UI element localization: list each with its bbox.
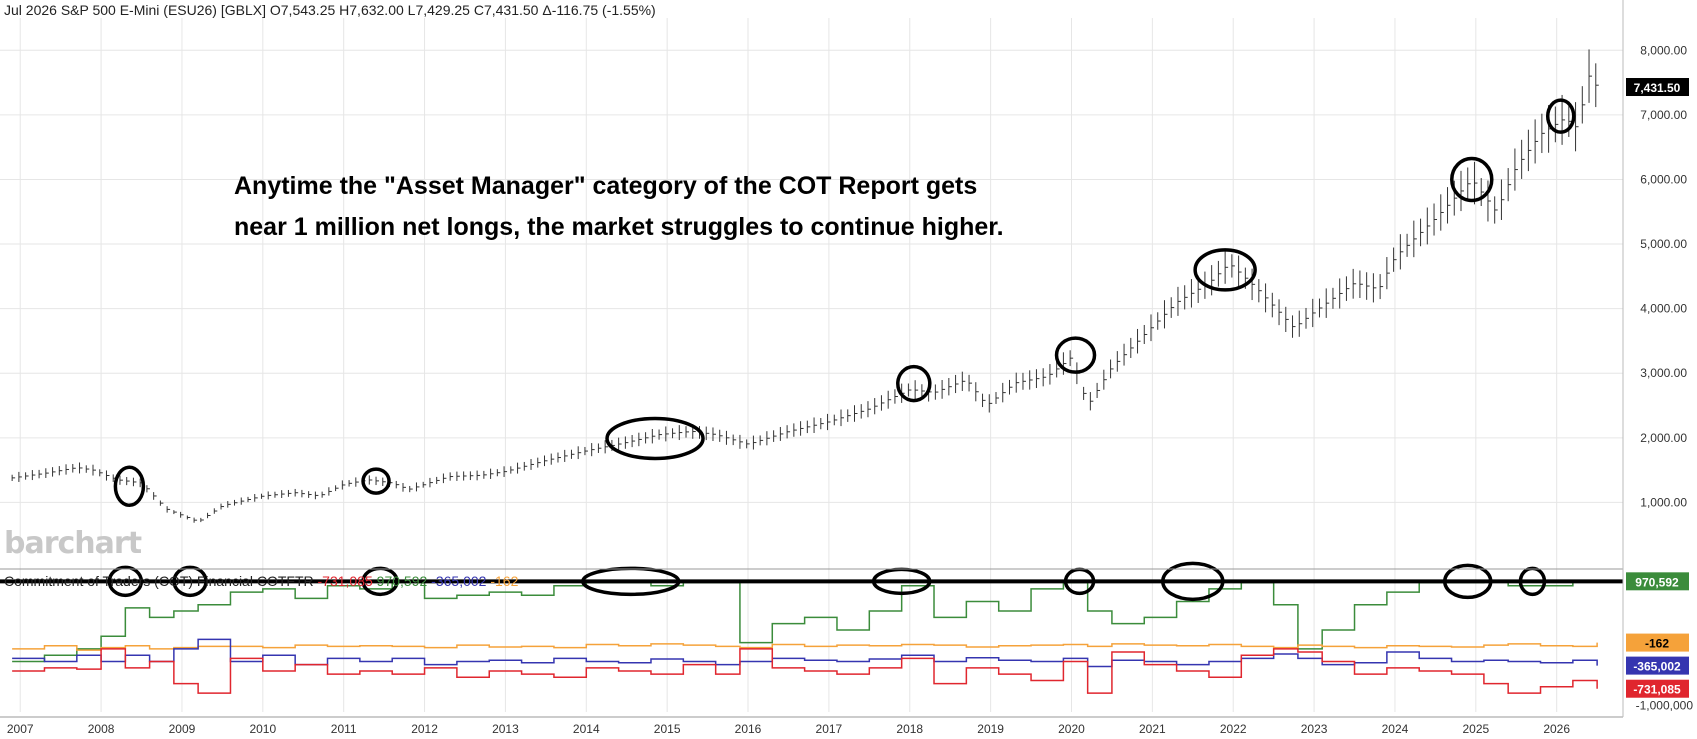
annotation-text: Anytime the "Asset Manager" category of … <box>234 166 1004 248</box>
price-annotation-circle <box>1193 248 1257 292</box>
cot-green-badge <box>1626 572 1689 591</box>
cot-blue-badge <box>1626 656 1689 675</box>
cot-orange-badge-label: -162 <box>1645 637 1669 651</box>
year-tick-label: 2026 <box>1543 722 1570 736</box>
cot-label: Commitment of Traders (COT) Financial CO… <box>4 573 314 589</box>
price-annotation-circle <box>896 364 932 403</box>
cot-green-badge-label: 970,592 <box>1635 575 1679 589</box>
year-tick-label: 2024 <box>1382 722 1409 736</box>
cot-orange-line <box>12 642 1598 651</box>
low-value: L7,429.25 <box>407 2 470 18</box>
close-value: C7,431.50 <box>473 2 539 18</box>
chart-header: Jul 2026 S&P 500 E-Mini (ESU26) [GBLX] O… <box>4 2 656 18</box>
year-tick-label: 2014 <box>573 722 600 736</box>
symbol-title: Jul 2026 S&P 500 E-Mini (ESU26) [GBLX] <box>4 2 266 18</box>
price-series <box>11 49 1599 523</box>
year-tick-label: 2021 <box>1139 722 1166 736</box>
cot-orange-badge <box>1626 633 1689 652</box>
price-tick-label: 5,000.00 <box>1640 237 1687 251</box>
year-tick-label: 2009 <box>169 722 196 736</box>
price-tick-label: 7,000.00 <box>1640 108 1687 122</box>
cot-red-line <box>12 648 1598 694</box>
cot-green-value: 970,592 <box>376 573 428 589</box>
year-tick-label: 2018 <box>896 722 923 736</box>
price-annotation-circle <box>113 465 146 508</box>
price-tick-label: 3,000.00 <box>1640 366 1687 380</box>
cot-tick-label: -1,000,000 <box>1636 699 1694 713</box>
barchart-logo: barchart <box>4 526 142 561</box>
cot-orange-value: -162 <box>490 573 519 589</box>
open-value: O7,543.25 <box>269 2 336 18</box>
price-annotation-circle <box>1545 98 1576 134</box>
price-tick-label: 2,000.00 <box>1640 431 1687 445</box>
last-price-label: 7,431.50 <box>1634 81 1681 95</box>
price-tick-label: 8,000.00 <box>1640 43 1687 57</box>
cot-red-badge <box>1626 679 1689 698</box>
price-tick-label: 1,000.00 <box>1640 495 1687 509</box>
annotation-line-2: near 1 million net longs, the market str… <box>234 213 1004 241</box>
year-tick-label: 2007 <box>7 722 34 736</box>
year-tick-label: 2015 <box>654 722 681 736</box>
year-tick-label: 2022 <box>1220 722 1247 736</box>
year-tick-label: 2017 <box>816 722 843 736</box>
price-tick-label: 4,000.00 <box>1640 302 1687 316</box>
cot-blue-line <box>12 638 1598 668</box>
year-tick-label: 2013 <box>492 722 519 736</box>
annotation-line-1: Anytime the "Asset Manager" category of … <box>234 172 978 200</box>
cot-red-badge-label: -731,085 <box>1633 683 1681 697</box>
year-tick-label: 2025 <box>1462 722 1489 736</box>
year-tick-label: 2011 <box>331 722 357 736</box>
year-tick-label: 2019 <box>977 722 1004 736</box>
cot-blue-badge-label: -365,002 <box>1633 660 1681 674</box>
year-tick-label: 2012 <box>411 722 438 736</box>
grid-lines <box>0 18 1623 712</box>
price-annotation-circle <box>1450 156 1494 203</box>
price-tick-label: 6,000.00 <box>1640 172 1687 186</box>
year-tick-label: 2010 <box>249 722 276 736</box>
cot-blue-value: -365,002 <box>431 573 487 589</box>
year-tick-label: 2023 <box>1301 722 1328 736</box>
cot-series <box>12 580 1598 694</box>
price-annotation-circle <box>361 467 391 495</box>
high-value: H7,632.00 <box>339 2 404 18</box>
cot-red-value: -731,085 <box>317 573 373 589</box>
last-price-badge <box>1626 78 1689 97</box>
price-annotation-circle <box>605 416 705 461</box>
change-value: Δ-116.75 (-1.55%) <box>542 2 656 18</box>
year-tick-label: 2008 <box>88 722 115 736</box>
price-annotation-circle <box>1054 336 1097 374</box>
year-tick-label: 2020 <box>1058 722 1085 736</box>
cot-green-line <box>12 580 1598 663</box>
year-tick-label: 2016 <box>735 722 762 736</box>
cot-header: Commitment of Traders (COT) Financial CO… <box>4 573 518 589</box>
